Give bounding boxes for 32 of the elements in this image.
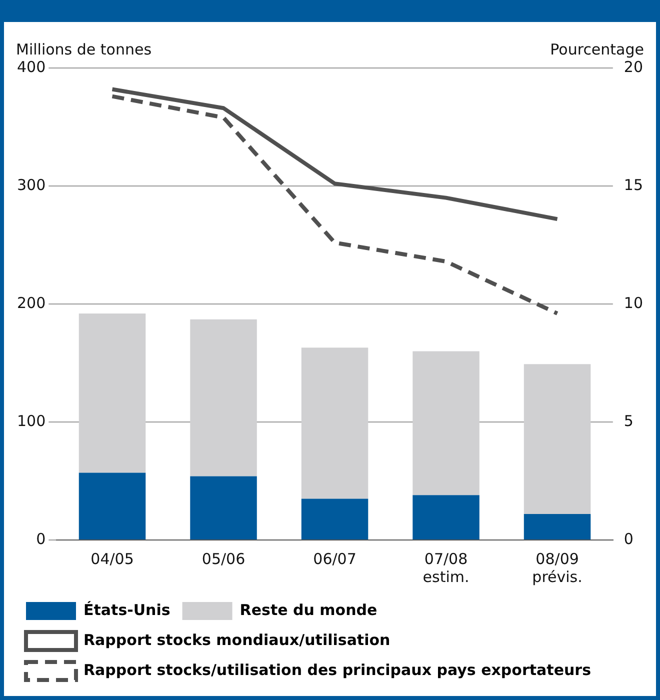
x-tick-label: 06/07 (313, 550, 356, 568)
y2-tick-label: 10 (624, 294, 644, 312)
bar (412, 351, 480, 496)
y2-tick-label: 5 (624, 412, 634, 430)
x-tick-label: 07/08 estim. (422, 550, 470, 586)
y2-tick-label: 20 (624, 58, 644, 76)
y-tick-label: 200 (16, 294, 46, 312)
y-axis-title: Millions de tonnes (16, 40, 152, 58)
legend-label: États-Unis (84, 600, 170, 619)
bar (301, 498, 368, 540)
bar (412, 495, 480, 540)
bar (301, 348, 368, 499)
bar (190, 319, 257, 476)
y2-axis-title: Pourcentage (550, 40, 644, 58)
bar (524, 364, 591, 514)
y-tick-label: 300 (16, 176, 46, 194)
y2-tick-label: 0 (624, 530, 634, 548)
line-series (110, 94, 560, 316)
x-tick-label: 04/05 (90, 550, 134, 568)
bar (524, 514, 591, 540)
bar (78, 313, 146, 473)
bar (190, 476, 257, 540)
y2-tick-label: 15 (624, 176, 644, 194)
legend-label: Rapport stocks mondiaux/utilisation (84, 630, 390, 649)
x-tick-label: 05/06 (202, 550, 246, 568)
y-tick-label: 100 (16, 412, 46, 430)
legend-label: Rapport stocks/utilisation des principaux pays exportateurs (84, 660, 592, 679)
legend-label: Reste du monde (240, 600, 378, 619)
x-tick-label: 08/09 prévis. (532, 550, 582, 586)
bar (78, 472, 146, 540)
y-tick-label: 400 (16, 58, 46, 76)
y-tick-label: 0 (36, 530, 46, 548)
